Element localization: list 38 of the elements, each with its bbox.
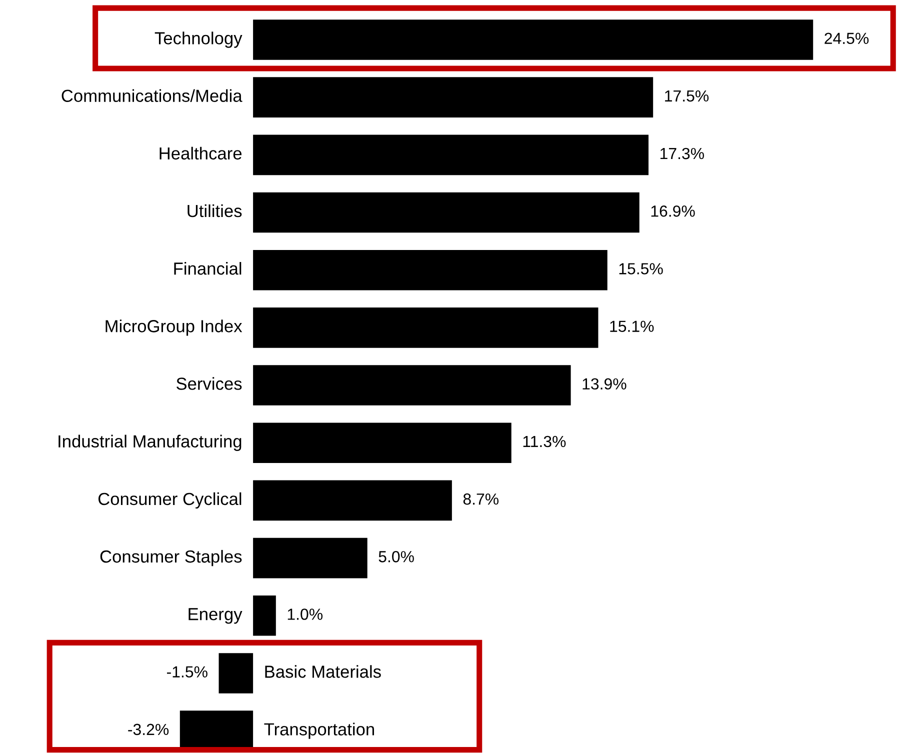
y-tick-label: Services — [176, 377, 242, 390]
bar — [253, 192, 640, 233]
y-tick-label: Energy — [188, 608, 242, 624]
y-tick-label: Utilities — [188, 204, 242, 218]
data-label: 24.5% — [824, 32, 869, 44]
y-tick-label: Industrial Manufacturing — [58, 434, 242, 451]
y-tick-label: Financial — [174, 262, 242, 275]
y-tick-label: Transportation — [264, 722, 374, 739]
bar — [218, 653, 254, 694]
data-label: 17.5% — [665, 90, 709, 102]
y-tick-label: Consumer Cyclical — [98, 492, 242, 509]
y-tick-label: Communications/Media — [62, 89, 242, 102]
data-label: 8.7% — [463, 493, 499, 505]
data-label: 13.9% — [582, 378, 626, 390]
data-label: 1.0% — [288, 608, 323, 620]
bar — [253, 595, 276, 636]
data-label: 15.5% — [619, 263, 663, 274]
bar — [253, 250, 608, 290]
y-tick-label: Basic Materials — [265, 665, 381, 678]
bar — [253, 422, 512, 464]
y-tick-label: Consumer Staples — [100, 550, 242, 566]
bar — [253, 20, 814, 60]
data-label: 5.0% — [378, 551, 414, 562]
bar — [253, 134, 649, 176]
data-label: 16.9% — [651, 205, 695, 217]
data-label: -3.2% — [128, 724, 169, 736]
data-label: 15.1% — [610, 320, 654, 332]
bar — [253, 480, 452, 521]
y-tick-label: MicroGroup Index — [106, 320, 242, 336]
y-tick-label: Technology — [154, 32, 242, 48]
bar — [253, 77, 654, 118]
data-label: -1.5% — [166, 666, 208, 678]
data-label: 17.3% — [660, 148, 704, 160]
data-label: 11.3% — [523, 436, 566, 448]
y-tick-label: Healthcare — [160, 146, 242, 160]
bar — [253, 538, 368, 578]
bar — [253, 365, 571, 406]
bar — [253, 308, 598, 348]
